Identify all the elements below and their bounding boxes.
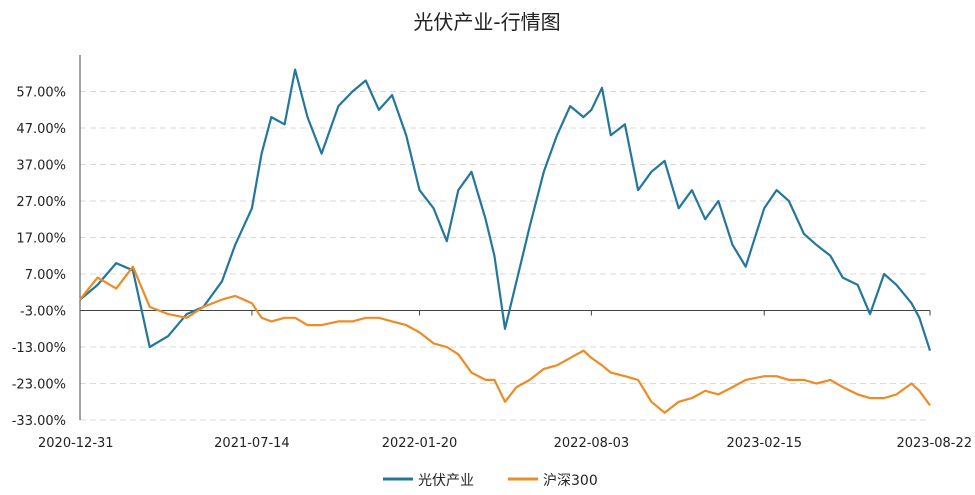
y-tick-label: 37.00% (16, 159, 66, 174)
y-tick-label: -23.00% (12, 378, 66, 393)
plot-area: 57.00% 47.00% 37.00% 27.00% 17.00% 7.00% -3.00… (12, 55, 972, 451)
y-tick-label: 47.00% (16, 122, 66, 137)
x-tick-label: 2023-02-15 (726, 436, 802, 451)
x-tick-label: 2022-08-03 (554, 436, 630, 451)
y-axis-ticks: 57.00% 47.00% 37.00% 27.00% 17.00% 7.00% -3.00… (12, 86, 66, 430)
x-tick-label: 2022-01-20 (382, 436, 458, 451)
y-tick-label: 57.00% (16, 86, 66, 101)
y-tick-label: 17.00% (16, 232, 66, 247)
x-axis-ticks: 2020-12-31 2021-07-14 2022-01-20 2022-08-03… (38, 310, 972, 451)
y-tick-label: 7.00% (25, 268, 66, 283)
legend-item-photovoltaic: 光伏产业 (383, 473, 474, 489)
series-line-csi300 (79, 265, 931, 414)
series-line-photovoltaic (79, 68, 932, 351)
legend-label-photovoltaic: 光伏产业 (418, 473, 474, 489)
y-tick-label: -33.00% (12, 414, 66, 429)
y-tick-label: -13.00% (12, 341, 66, 356)
y-gridlines (80, 91, 930, 421)
legend-item-csi300: 沪深300 (508, 473, 598, 489)
legend: 光伏产业 沪深300 (383, 473, 598, 489)
x-tick-label: 2021-07-14 (214, 436, 290, 451)
legend-label-csi300: 沪深300 (543, 473, 598, 489)
chart-title: 光伏产业-行情图 (413, 10, 560, 34)
x-tick-label: 2020-12-31 (38, 436, 114, 451)
y-tick-label: -3.00% (20, 305, 66, 320)
y-tick-label: 27.00% (16, 195, 66, 210)
x-tick-label: 2023-08-22 (896, 436, 972, 451)
